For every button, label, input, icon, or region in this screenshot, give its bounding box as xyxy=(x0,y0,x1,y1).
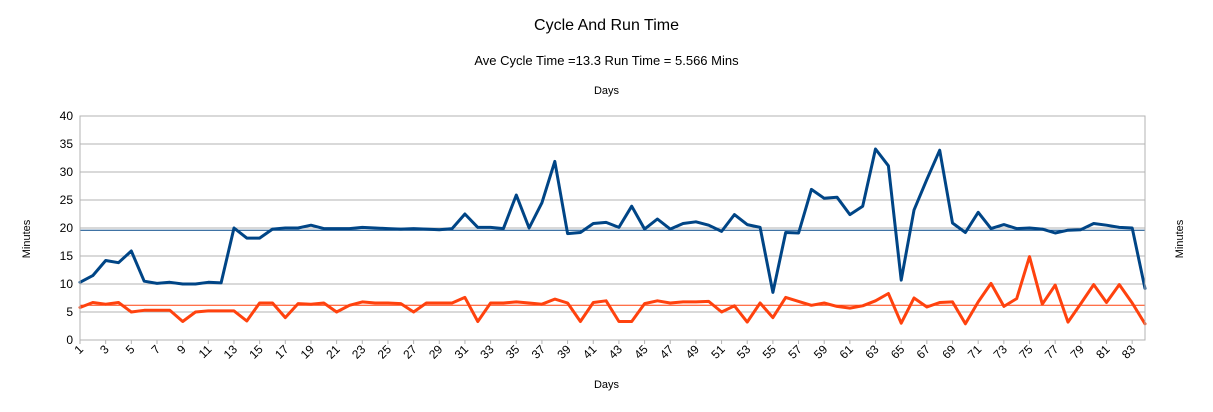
x-tick-label-29: 29 xyxy=(426,342,446,362)
plot-border xyxy=(79,115,1146,341)
x-tick-label-45: 45 xyxy=(631,342,651,362)
y-tick-label-15: 15 xyxy=(60,249,74,263)
y-tick-label-5: 5 xyxy=(66,305,73,319)
x-tick-label-43: 43 xyxy=(606,342,626,362)
gridlines xyxy=(80,115,1145,341)
x-tick-label-69: 69 xyxy=(939,342,959,362)
x-tick-label-61: 61 xyxy=(837,342,857,362)
secondary-x-axis-label: Days xyxy=(593,85,620,97)
y-tick-label-30: 30 xyxy=(60,165,74,179)
y-tick-label-25: 25 xyxy=(60,193,74,207)
x-tick-label-65: 65 xyxy=(888,342,908,362)
x-tick-label-23: 23 xyxy=(349,342,369,362)
x-tick-label-67: 67 xyxy=(914,342,934,362)
x-tick-label-3: 3 xyxy=(97,342,112,357)
x-tick-label-7: 7 xyxy=(148,342,163,357)
x-tick-label-33: 33 xyxy=(477,342,497,362)
x-tick-label-35: 35 xyxy=(503,342,523,362)
x-tick-label-31: 31 xyxy=(452,342,472,362)
x-tick-label-37: 37 xyxy=(529,342,549,362)
x-tick-label-1: 1 xyxy=(71,342,86,357)
y-tick-label-35: 35 xyxy=(60,137,74,151)
x-tick-label-49: 49 xyxy=(683,342,703,362)
x-axis-label: Days xyxy=(593,379,620,391)
chart-title: Cycle And Run Time xyxy=(534,17,679,34)
series-line-1 xyxy=(78,147,1147,294)
x-tick-label-73: 73 xyxy=(991,342,1011,362)
x-tick-label-75: 75 xyxy=(1016,342,1036,362)
x-tick-label-71: 71 xyxy=(965,342,985,362)
x-tick-label-27: 27 xyxy=(400,342,420,362)
x-tick-label-77: 77 xyxy=(1042,342,1062,362)
x-tick-label-47: 47 xyxy=(657,342,677,362)
x-tick-label-79: 79 xyxy=(1068,342,1088,362)
x-tick-label-13: 13 xyxy=(221,342,241,362)
x-tick-label-53: 53 xyxy=(734,342,754,362)
y-tick-labels: 0 5 10 15 20 25 30 35 40 xyxy=(60,109,74,347)
y-tick-label-40: 40 xyxy=(60,109,74,123)
x-tick-label-15: 15 xyxy=(246,342,266,362)
x-tick-label-41: 41 xyxy=(580,342,600,362)
x-tick-label-17: 17 xyxy=(272,342,292,362)
x-tick-label-11: 11 xyxy=(196,342,215,361)
x-tick-label-59: 59 xyxy=(811,342,831,362)
x-tick-label-25: 25 xyxy=(375,342,395,362)
series-group xyxy=(78,147,1147,326)
y-tick-label-10: 10 xyxy=(60,277,74,291)
x-tick-label-63: 63 xyxy=(862,342,882,362)
x-tick-label-21: 21 xyxy=(323,342,343,362)
y-tick-label-20: 20 xyxy=(60,221,74,235)
chart-subtitle: Ave Cycle Time =13.3 Run Time = 5.566 Mi… xyxy=(474,53,739,68)
x-tick-label-39: 39 xyxy=(554,342,574,362)
x-tick-label-5: 5 xyxy=(123,342,138,357)
x-tick-label-83: 83 xyxy=(1119,342,1139,362)
x-tick-label-57: 57 xyxy=(785,342,805,362)
y-tick-label-0: 0 xyxy=(66,333,73,347)
x-tick-label-9: 9 xyxy=(174,342,189,357)
x-tick-labels: 1 3 5 7 9 11 13 15 17 19 21 23 25 27 29 31 33 35 37 39 41 43 4… xyxy=(71,340,1139,362)
x-tick-label-81: 81 xyxy=(1093,342,1113,362)
x-tick-label-51: 51 xyxy=(708,342,728,362)
x-tick-label-19: 19 xyxy=(298,342,318,362)
x-tick-label-55: 55 xyxy=(760,342,780,362)
series-line-2 xyxy=(78,255,1147,326)
